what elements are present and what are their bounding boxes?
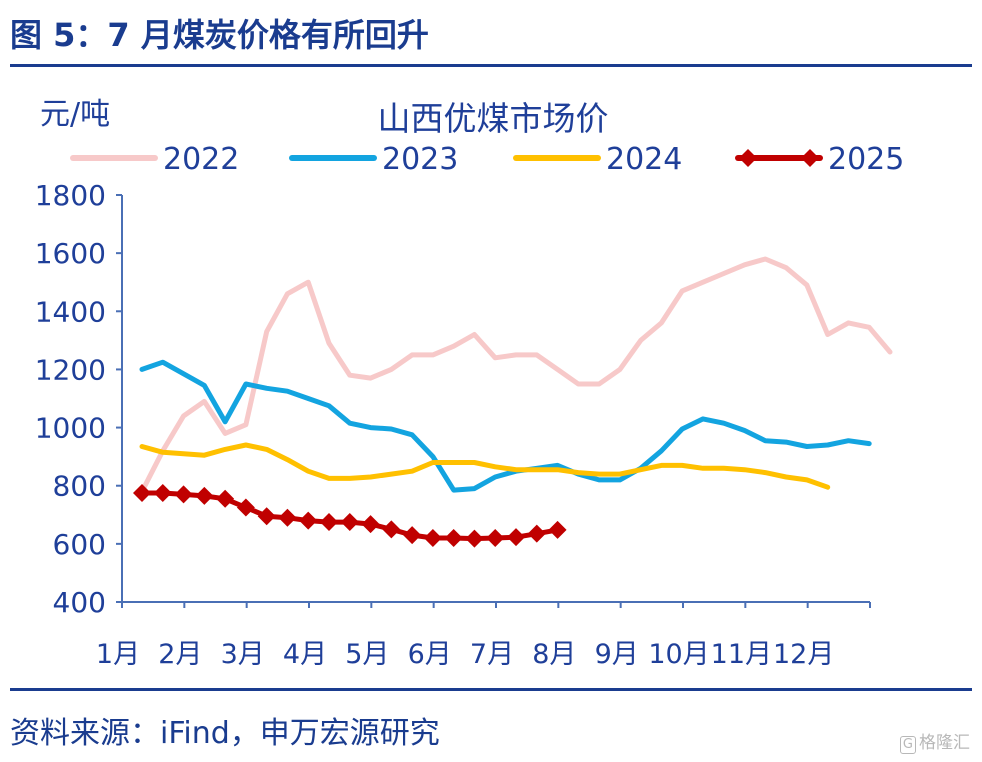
legend-label-2024: 2024 bbox=[606, 142, 682, 177]
legend: 2022 2023 2024 2025 bbox=[70, 142, 904, 177]
x-tick-label: 4月 bbox=[283, 639, 327, 670]
x-tick-label: 9月 bbox=[595, 639, 639, 670]
x-tick-label: 8月 bbox=[532, 639, 576, 670]
y-tick-label: 800 bbox=[53, 470, 106, 503]
chart-title: 山西优煤市场价 bbox=[378, 99, 609, 138]
legend-label-2022: 2022 bbox=[163, 142, 239, 177]
data-point-2025 bbox=[423, 529, 442, 548]
watermark-logo-icon: G bbox=[899, 736, 916, 754]
data-point-2025 bbox=[382, 520, 401, 539]
x-tick-label: 1月 bbox=[96, 639, 140, 670]
watermark: G 格隆汇 bbox=[899, 728, 970, 754]
y-tick-label: 400 bbox=[53, 586, 106, 619]
data-point-2025 bbox=[278, 508, 297, 527]
x-tick-label: 6月 bbox=[408, 639, 452, 670]
data-point-2025 bbox=[153, 483, 172, 502]
legend-marker-2025 bbox=[739, 149, 757, 167]
data-point-2025 bbox=[133, 483, 151, 502]
data-point-2025 bbox=[548, 520, 567, 539]
series-line-2023 bbox=[139, 359, 872, 493]
y-tick-label: 1600 bbox=[35, 237, 106, 270]
series-line-2022 bbox=[139, 256, 893, 494]
data-point-2025 bbox=[507, 528, 525, 547]
legend-label-2023: 2023 bbox=[382, 142, 458, 177]
series-layer bbox=[133, 256, 893, 548]
x-tick-label: 7月 bbox=[470, 639, 514, 670]
data-point-2025 bbox=[340, 513, 359, 532]
data-point-2025 bbox=[216, 489, 235, 508]
data-point-2025 bbox=[174, 485, 193, 504]
y-tick-label: 1200 bbox=[35, 353, 106, 386]
x-tick-label: 11月 bbox=[711, 639, 772, 670]
y-axis-unit: 元/吨 bbox=[40, 97, 110, 132]
axes: 400 600 800 1000 1200 1400 1600 1800 1月 2月 3月 4月 5月 6… bbox=[35, 179, 871, 670]
data-point-2025 bbox=[403, 526, 422, 545]
data-point-2025 bbox=[299, 511, 318, 530]
x-tick-label: 12月 bbox=[773, 639, 834, 670]
watermark-text: 格隆汇 bbox=[919, 733, 970, 753]
y-tick-label: 1000 bbox=[35, 412, 106, 445]
data-point-2025 bbox=[236, 498, 255, 517]
legend-marker-2025 bbox=[801, 149, 819, 167]
footer-rule bbox=[10, 688, 972, 691]
data-point-2025 bbox=[320, 513, 338, 532]
data-point-2025 bbox=[486, 529, 505, 548]
source-note: 资料来源：iFind，申万宏源研究 bbox=[10, 716, 440, 751]
legend-label-2025: 2025 bbox=[828, 142, 904, 177]
y-tick-label: 600 bbox=[53, 528, 106, 561]
x-tick-label: 2月 bbox=[158, 639, 202, 670]
data-point-2025 bbox=[257, 507, 276, 526]
x-tick-label: 5月 bbox=[345, 639, 389, 670]
data-point-2025 bbox=[465, 529, 484, 548]
y-tick-label: 1400 bbox=[35, 295, 106, 328]
x-tick-label: 10月 bbox=[648, 639, 709, 670]
figure-title: 图 5：7 月煤炭价格有所回升 bbox=[10, 16, 429, 54]
x-tick-label: 3月 bbox=[221, 639, 265, 670]
data-point-2025 bbox=[195, 486, 214, 505]
data-point-2025 bbox=[361, 515, 380, 534]
header-rule bbox=[10, 64, 972, 67]
data-point-2025 bbox=[444, 529, 463, 548]
data-point-2025 bbox=[527, 524, 546, 543]
series-line-2024 bbox=[139, 442, 831, 490]
y-tick-label: 1800 bbox=[35, 179, 106, 212]
